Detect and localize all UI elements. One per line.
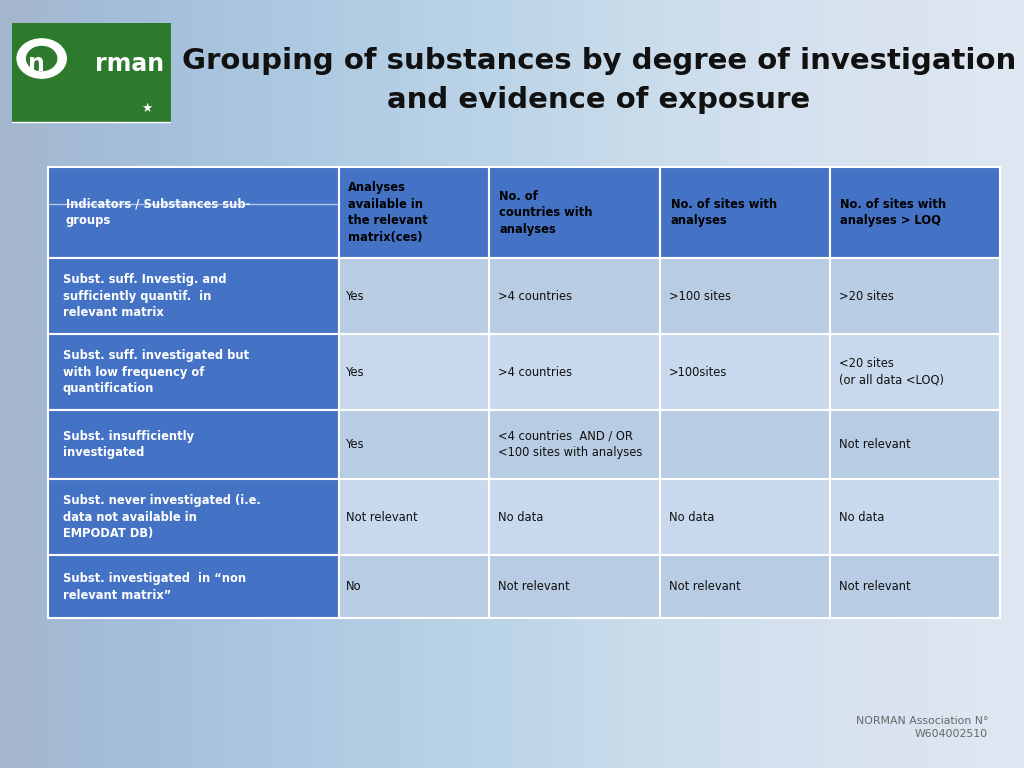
Text: ★: ★ (141, 101, 153, 114)
Text: Yes: Yes (346, 290, 365, 303)
Text: >4 countries: >4 countries (498, 290, 571, 303)
Text: >100 sites: >100 sites (669, 290, 731, 303)
Text: Not relevant: Not relevant (839, 439, 910, 451)
Text: Subst. suff. Investig. and
sufficiently quantif.  in
relevant matrix: Subst. suff. Investig. and sufficiently … (62, 273, 226, 319)
Text: No data: No data (669, 511, 715, 524)
Text: Subst. suff. investigated but
with low frequency of
quantification: Subst. suff. investigated but with low f… (62, 349, 249, 395)
Text: NORMAN Association N°
W604002510: NORMAN Association N° W604002510 (856, 716, 988, 739)
Text: No data: No data (498, 511, 543, 524)
Text: No. of sites with
analyses: No. of sites with analyses (671, 198, 777, 227)
Text: >100sites: >100sites (669, 366, 727, 379)
Text: No: No (346, 581, 361, 593)
Circle shape (17, 39, 67, 78)
Text: <20 sites
(or all data <LOQ): <20 sites (or all data <LOQ) (839, 357, 943, 387)
Text: No. of
countries with
analyses: No. of countries with analyses (500, 190, 593, 236)
Text: Subst. never investigated (i.e.
data not available in
EMPODAT DB): Subst. never investigated (i.e. data not… (62, 495, 260, 540)
Text: Yes: Yes (346, 439, 365, 451)
Text: rman: rman (95, 51, 164, 75)
Text: Analyses
available in
the relevant
matrix(ces): Analyses available in the relevant matri… (347, 181, 427, 244)
Text: Subst. investigated  in “non
relevant matrix”: Subst. investigated in “non relevant mat… (62, 572, 246, 601)
Text: Not relevant: Not relevant (669, 581, 740, 593)
Text: Not relevant: Not relevant (346, 511, 418, 524)
Text: >4 countries: >4 countries (498, 366, 571, 379)
Text: >20 sites: >20 sites (839, 290, 893, 303)
Text: No. of sites with
analyses > LOQ: No. of sites with analyses > LOQ (841, 198, 946, 227)
Text: Not relevant: Not relevant (498, 581, 569, 593)
Text: Not relevant: Not relevant (839, 581, 910, 593)
Text: Indicators / Substances sub-
groups: Indicators / Substances sub- groups (66, 198, 250, 227)
Text: Grouping of substances by degree of investigation
and evidence of exposure: Grouping of substances by degree of inve… (182, 47, 1016, 114)
Text: No data: No data (839, 511, 884, 524)
FancyBboxPatch shape (12, 23, 171, 122)
Text: Yes: Yes (346, 366, 365, 379)
Text: Subst. insufficiently
investigated: Subst. insufficiently investigated (62, 430, 194, 459)
Circle shape (27, 47, 56, 71)
Text: n: n (29, 51, 45, 75)
Text: <4 countries  AND / OR
<100 sites with analyses: <4 countries AND / OR <100 sites with an… (498, 430, 642, 459)
